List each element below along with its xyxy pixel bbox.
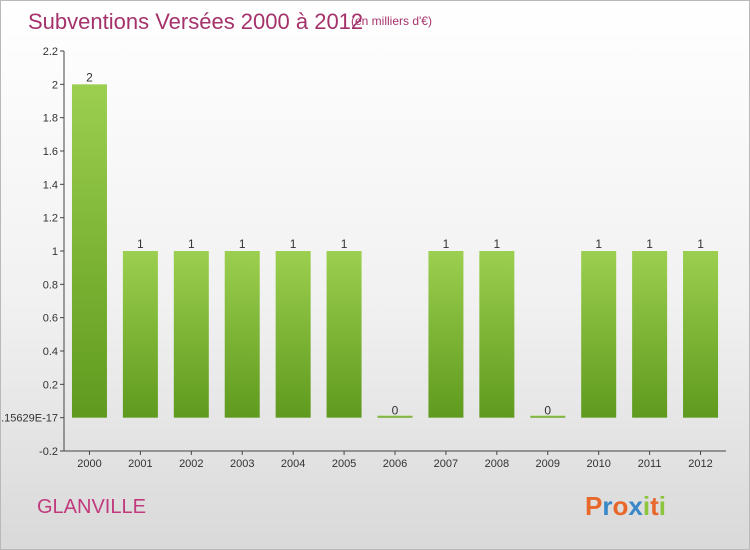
y-tick-label: 1.2: [43, 213, 58, 225]
logo-letter: i: [642, 491, 651, 521]
x-tick-label: 2009: [536, 458, 560, 470]
bar: [224, 251, 260, 418]
data-label: 0: [392, 404, 399, 418]
data-label: 1: [646, 237, 653, 251]
bar: [581, 251, 617, 418]
chart-unit-subtitle: (en milliers d'€): [351, 14, 432, 28]
x-tick-label: 2010: [586, 458, 610, 470]
logo-letter: x: [628, 491, 643, 521]
bar: [479, 251, 515, 418]
x-tick-label: 2004: [281, 458, 305, 470]
x-tick-label: 2012: [688, 458, 712, 470]
data-label: 1: [239, 237, 246, 251]
y-tick-label: 0.4: [43, 346, 58, 358]
bar: [275, 251, 311, 418]
data-label: 0: [544, 404, 551, 418]
y-tick-label: -0.2: [39, 446, 58, 458]
bar: [530, 415, 566, 418]
x-tick-label: 2007: [434, 458, 458, 470]
bar: [326, 251, 362, 418]
data-label: 1: [188, 237, 195, 251]
data-label: 1: [595, 237, 602, 251]
x-tick-label: 2001: [128, 458, 152, 470]
bar: [683, 251, 719, 418]
data-label: 2: [86, 70, 93, 84]
bar: [377, 415, 413, 418]
x-tick-label: 2011: [638, 458, 662, 470]
bar: [71, 84, 107, 418]
y-tick-label: 1: [52, 246, 58, 258]
bar: [632, 251, 668, 418]
y-tick-label: 1.4: [43, 179, 58, 191]
data-label: 1: [443, 237, 450, 251]
y-tick-label: 0.2: [43, 379, 58, 391]
commune-name: GLANVILLE: [37, 496, 146, 518]
x-tick-label: 2006: [383, 458, 407, 470]
data-label: 1: [137, 237, 144, 251]
logo-letter: P: [585, 491, 603, 521]
data-label: 1: [697, 237, 704, 251]
logo-letter: t: [650, 491, 659, 521]
y-tick-label: 0.8: [43, 279, 58, 291]
bar: [428, 251, 464, 418]
data-label: 1: [494, 237, 501, 251]
y-tick-label: 0.6: [43, 313, 58, 325]
logo-letter: i: [658, 491, 666, 521]
x-tick-label: 2003: [230, 458, 254, 470]
x-tick-label: 2005: [332, 458, 356, 470]
y-tick-label: 2: [52, 79, 58, 91]
y-tick-label: 2.2: [43, 46, 58, 58]
chart-title: Subventions Versées 2000 à 2012: [28, 9, 364, 34]
logo-letter: r: [602, 491, 613, 521]
x-tick-label: 2002: [179, 458, 203, 470]
data-label: 1: [341, 237, 348, 251]
data-label: 1: [290, 237, 297, 251]
y-tick-label: 1.8: [43, 113, 58, 125]
bar: [122, 251, 158, 418]
bar: [173, 251, 209, 418]
y-tick-label: -1.15629E-17: [1, 413, 58, 425]
x-tick-label: 2008: [485, 458, 509, 470]
y-tick-label: 1.6: [43, 146, 58, 158]
x-tick-label: 2000: [77, 458, 101, 470]
logo-letter: o: [612, 491, 629, 521]
proxiti-logo: Proxiti: [585, 491, 666, 522]
